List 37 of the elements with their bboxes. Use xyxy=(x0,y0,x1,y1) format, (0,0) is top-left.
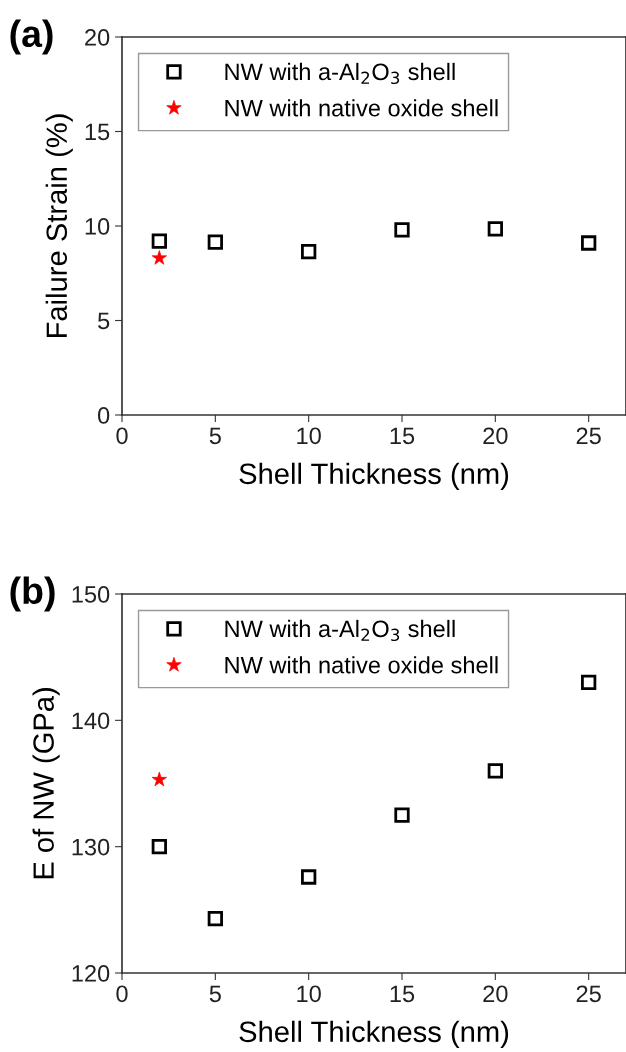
x-tick-label: 5 xyxy=(209,985,221,1003)
x-tick-label: 15 xyxy=(390,985,415,1003)
chart-title: (b) xyxy=(10,576,55,612)
point xyxy=(581,674,597,691)
point xyxy=(487,763,503,779)
legend-label: NW with a-Al$_{2}$O$_{3}$ shell xyxy=(225,62,455,85)
x-tick-label: 15 xyxy=(390,427,415,445)
x-tick-label: 0 xyxy=(116,985,128,1003)
legend-label: NW with native oxide shell xyxy=(225,99,498,117)
y-tick-label: 120 xyxy=(72,965,110,982)
y-tick-label: 130 xyxy=(72,838,110,856)
x-tick-label: 25 xyxy=(576,985,601,1003)
point xyxy=(151,839,167,855)
x-tick-label: 10 xyxy=(297,985,321,1003)
legend-label: NW with a-Al$_{2}$O$_{3}$ shell xyxy=(225,619,455,642)
x-axis-title: Shell Thickness (nm) xyxy=(239,1020,509,1048)
point xyxy=(394,807,410,823)
point xyxy=(207,911,223,927)
y-tick-label: 0 xyxy=(97,407,110,424)
x-tick-label: 20 xyxy=(483,427,508,445)
chart-title: (a) xyxy=(10,19,53,55)
y-tick-label: 140 xyxy=(72,712,110,730)
x-tick-label: 20 xyxy=(483,985,508,1003)
x-tick-label: 5 xyxy=(209,427,221,445)
x-tick-label: 10 xyxy=(297,427,321,445)
legend-label: NW with native oxide shell xyxy=(225,656,498,674)
x-axis-title: Shell Thickness (nm) xyxy=(239,462,509,490)
y-tick-label: 20 xyxy=(85,29,110,46)
y-axis-title: E of NW (GPa) xyxy=(32,688,60,879)
x-tick-label: 0 xyxy=(116,427,128,445)
y-tick-label: 10 xyxy=(85,218,110,235)
y-tick-label: 15 xyxy=(85,123,110,141)
x-tick-label: 25 xyxy=(576,427,601,445)
point xyxy=(301,869,317,885)
y-tick-label: 5 xyxy=(98,312,110,330)
y-axis-title: Failure Strain (%) xyxy=(45,114,73,338)
y-tick-label: 150 xyxy=(72,586,110,603)
